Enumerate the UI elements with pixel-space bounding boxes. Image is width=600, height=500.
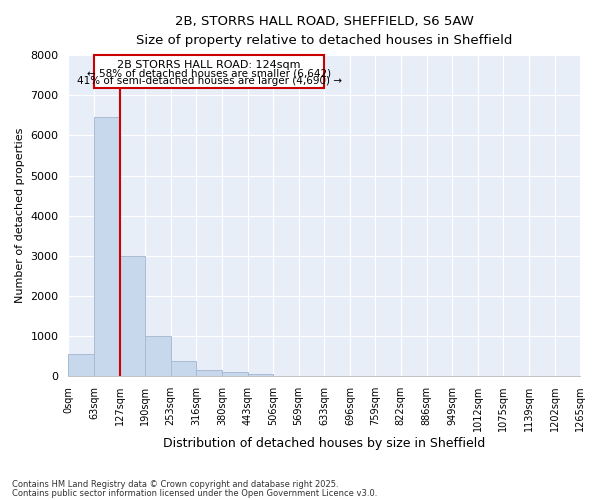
Text: 2B STORRS HALL ROAD: 124sqm: 2B STORRS HALL ROAD: 124sqm — [118, 60, 301, 70]
Bar — [120, 256, 145, 376]
Bar — [68, 354, 94, 376]
Bar — [145, 336, 171, 376]
Bar — [222, 372, 248, 376]
Text: 41% of semi-detached houses are larger (4,690) →: 41% of semi-detached houses are larger (… — [77, 76, 341, 86]
Bar — [248, 374, 273, 376]
X-axis label: Distribution of detached houses by size in Sheffield: Distribution of detached houses by size … — [163, 437, 485, 450]
Text: Contains public sector information licensed under the Open Government Licence v3: Contains public sector information licen… — [12, 488, 377, 498]
Bar — [94, 118, 120, 376]
Text: ← 58% of detached houses are smaller (6,642): ← 58% of detached houses are smaller (6,… — [87, 68, 331, 78]
Y-axis label: Number of detached properties: Number of detached properties — [15, 128, 25, 304]
Bar — [94, 55, 325, 88]
Bar — [196, 370, 222, 376]
Bar — [171, 361, 196, 376]
Text: Contains HM Land Registry data © Crown copyright and database right 2025.: Contains HM Land Registry data © Crown c… — [12, 480, 338, 489]
Title: 2B, STORRS HALL ROAD, SHEFFIELD, S6 5AW
Size of property relative to detached ho: 2B, STORRS HALL ROAD, SHEFFIELD, S6 5AW … — [136, 15, 512, 47]
